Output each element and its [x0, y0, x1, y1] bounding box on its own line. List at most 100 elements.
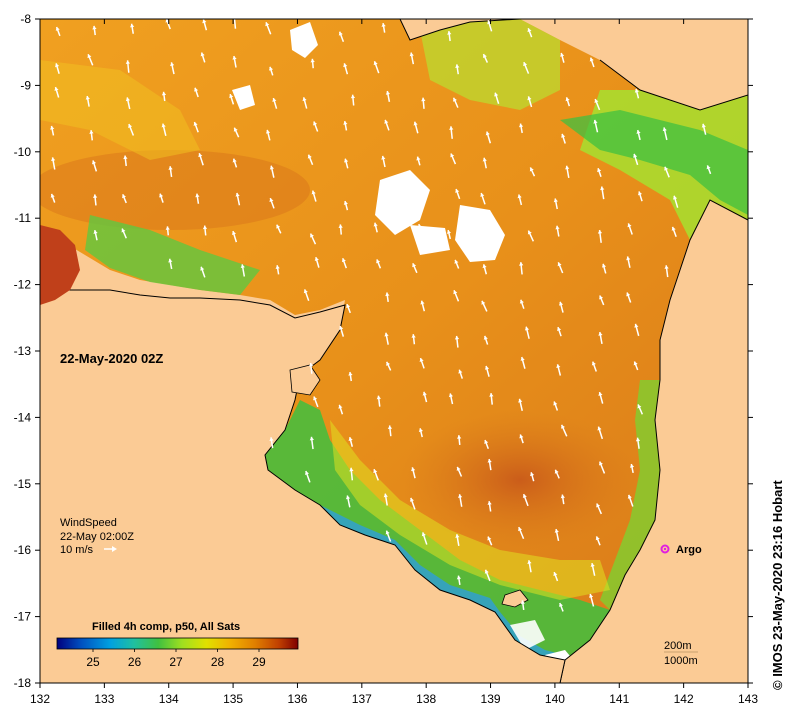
wind-arrow — [308, 362, 314, 374]
wind-arrow — [200, 52, 206, 63]
wind-arrow — [350, 94, 356, 106]
wind-arrow — [229, 93, 235, 105]
wind-arrow — [128, 123, 135, 136]
wind-arrow — [348, 371, 353, 382]
wind-arrow — [385, 361, 392, 371]
green-coast-northwest — [85, 215, 260, 295]
wind-arrow — [92, 194, 98, 206]
wind-arrow — [484, 439, 489, 449]
wind-arrow — [454, 335, 460, 348]
wind-arrow — [419, 357, 425, 369]
cloud-gap-5 — [510, 620, 545, 650]
wind-arrow — [446, 229, 452, 240]
wind-arrow — [269, 197, 275, 209]
wind-arrow — [269, 165, 275, 178]
wind-arrow — [597, 229, 603, 243]
wind-arrow — [202, 225, 208, 236]
wind-arrow — [553, 198, 558, 210]
wind-arrow — [594, 98, 601, 111]
wind-arrow — [122, 194, 127, 204]
wind-arrow — [384, 119, 390, 131]
wind-arrow — [381, 23, 386, 33]
y-tick-label: -13 — [14, 344, 32, 358]
wind-arrow — [448, 393, 454, 405]
x-tick-label: 142 — [674, 692, 694, 706]
wind-arrow — [265, 21, 272, 35]
wind-arrow — [456, 466, 463, 477]
wind-arrow — [485, 131, 492, 144]
wind-arrow — [589, 57, 595, 68]
wind-arrow — [487, 501, 492, 512]
wind-arrow — [518, 398, 523, 411]
wind-arrow — [202, 19, 208, 31]
wind-arrow — [313, 121, 319, 132]
wind-arrow — [489, 229, 496, 242]
wind-arrow — [417, 223, 423, 234]
wind-arrow — [346, 303, 351, 314]
wind-arrow — [518, 526, 525, 540]
wind-arrow — [560, 52, 565, 63]
wind-arrow — [527, 27, 533, 38]
wind-arrow — [589, 593, 595, 607]
wind-arrow — [596, 503, 603, 515]
wind-arrow — [125, 97, 131, 110]
wind-arrow — [51, 157, 56, 170]
wind-arrow — [559, 602, 564, 612]
wind-arrow — [487, 536, 493, 546]
wind-arrow — [558, 301, 564, 313]
wind-arrow — [411, 334, 416, 345]
wind-arrow — [265, 129, 271, 141]
wind-arrow — [276, 224, 282, 234]
wind-arrow — [529, 167, 536, 177]
wind-arrow — [421, 97, 426, 109]
legend-tick-label: 25 — [86, 655, 100, 669]
wind-arrow — [373, 468, 379, 481]
wind-arrow — [341, 258, 348, 269]
wind-arrow — [626, 256, 631, 268]
wind-arrow — [557, 326, 562, 337]
wind-arrow — [272, 97, 278, 109]
wind-arrow — [522, 493, 529, 507]
wind-arrow — [637, 191, 643, 202]
wind-arrow — [54, 86, 60, 98]
wind-arrow — [598, 331, 603, 345]
wind-arrow — [599, 295, 605, 306]
wind-arrow — [383, 493, 388, 506]
wind-arrow — [597, 167, 602, 178]
argo-label: Argo — [676, 544, 702, 556]
warm-core — [400, 410, 640, 550]
depth-label-1000m: 1000m — [664, 655, 698, 667]
wind-arrow — [123, 155, 128, 167]
wind-arrow — [480, 192, 486, 205]
wind-time: 22-May 02:00Z — [60, 531, 134, 543]
wind-arrow — [170, 62, 175, 75]
wind-arrow — [345, 495, 351, 508]
wind-arrow — [489, 393, 494, 405]
wind-arrow — [494, 92, 500, 104]
wind-arrow — [527, 96, 533, 108]
wind-arrow — [89, 130, 94, 141]
wind-arrow — [553, 571, 559, 582]
wind-arrow — [458, 494, 463, 507]
wind-arrow — [629, 463, 635, 474]
wind-scale-arrow — [104, 546, 117, 552]
wind-arrow — [349, 467, 354, 481]
wind-arrow — [93, 229, 98, 241]
x-tick-label: 139 — [481, 692, 501, 706]
wind-arrow — [519, 434, 524, 444]
wind-arrow — [455, 64, 460, 75]
wind-arrow — [453, 289, 460, 302]
wind-arrow — [449, 126, 454, 139]
wind-arrow — [268, 66, 274, 76]
wind-arrow — [483, 335, 489, 345]
y-tick-label: -18 — [14, 676, 32, 690]
wind-arrow — [662, 127, 668, 141]
y-tick-label: -17 — [14, 610, 32, 624]
wind-arrow — [314, 256, 320, 268]
wind-arrow — [595, 536, 601, 546]
cool-zone-north — [420, 19, 560, 110]
wind-arrow — [519, 299, 525, 309]
wind-arrow — [379, 189, 384, 202]
date-label: 22-May-2020 02Z — [60, 351, 163, 366]
